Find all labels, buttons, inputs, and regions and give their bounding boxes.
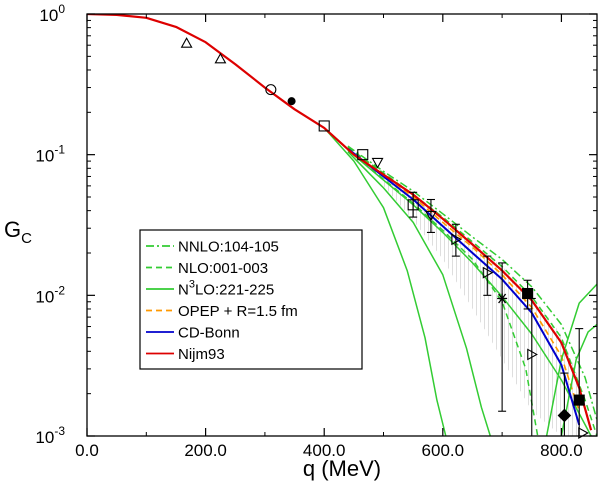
- legend-entry-label: NNLO:104-105: [178, 239, 279, 256]
- series-line-8: [323, 127, 447, 436]
- x-tick-label: 600.0: [422, 441, 465, 460]
- data-point-6: [371, 157, 384, 169]
- x-axis-label: q (MeV): [303, 456, 381, 481]
- data-point-3: [287, 97, 296, 106]
- data-point-13: [527, 297, 538, 436]
- series-line-7: [347, 151, 492, 436]
- legend: NNLO:104-105 NLO:001-003 N3LO:221-225 OPEP …: [139, 229, 363, 370]
- axis-ticks: 0.0 200.0 400.0 600.0 800.0 100 10-1 10-2 10-3: [35, 2, 597, 460]
- data-point-15: [573, 328, 585, 436]
- y-tick-label: 10-1: [35, 143, 65, 166]
- data-point-14: [557, 372, 572, 436]
- series-line-3: [347, 145, 597, 421]
- data-points: [180, 37, 589, 439]
- series-line-10: [560, 323, 597, 436]
- series-line-2: [347, 147, 580, 412]
- band-area: [383, 176, 580, 436]
- data-point-12: [522, 279, 534, 310]
- legend-entry-label: NLO:001-003: [178, 260, 268, 277]
- x-tick-label: 800.0: [540, 441, 583, 460]
- data-point-4: [318, 120, 330, 132]
- y-axis-label: GC: [4, 217, 32, 247]
- series-line-1: [347, 148, 581, 426]
- data-point-5: [357, 149, 369, 161]
- y-tick-label: 100: [39, 2, 65, 25]
- y-axis-label-subscript: C: [21, 230, 32, 247]
- data-point-0: [180, 37, 193, 48]
- data-point-1: [214, 52, 227, 64]
- data-point-2: [265, 84, 277, 96]
- data-point-11: [497, 262, 508, 412]
- legend-box: [139, 229, 363, 370]
- series-line-5: [347, 149, 539, 436]
- x-tick-label: 400.0: [303, 441, 346, 460]
- series-line-9: [545, 283, 597, 436]
- data-point-9: [451, 223, 462, 257]
- plot-frame: [86, 13, 598, 437]
- legend-entry-label: OPEP + R=1.5 fm: [178, 303, 298, 320]
- x-tick-label: 200.0: [184, 441, 227, 460]
- data-point-10: [482, 255, 494, 296]
- data-point-8: [425, 198, 437, 233]
- legend-entry-label: N3LO:221-225: [178, 279, 274, 299]
- y-tick-label: 10-2: [35, 283, 65, 306]
- series-lines: [87, 14, 597, 436]
- legend-entry-label: CD-Bonn: [178, 325, 240, 342]
- series-line-6: [347, 149, 592, 436]
- x-tick-label: 0.0: [75, 441, 99, 460]
- uncertainty-band: [383, 176, 580, 436]
- data-point-7: [407, 191, 419, 218]
- y-tick-label: 10-3: [35, 424, 65, 447]
- legend-entry-label: Nijm93: [178, 346, 225, 363]
- y-axis-label-main: G: [4, 217, 21, 242]
